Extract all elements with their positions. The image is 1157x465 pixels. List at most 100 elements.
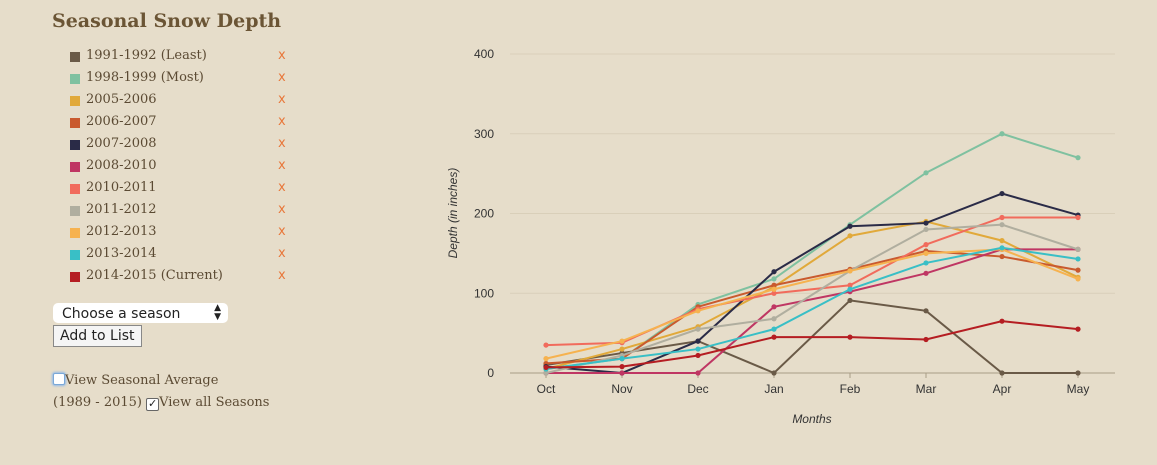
- legend-item: 2011-2012 x: [68, 199, 298, 221]
- remove-season-button[interactable]: x: [278, 92, 286, 107]
- x-tick-label: Nov: [611, 382, 632, 396]
- data-point: [771, 286, 777, 292]
- chart-series: [543, 131, 1081, 376]
- legend-item: 1998-1999 (Most) x: [68, 67, 298, 89]
- data-point: [619, 346, 625, 352]
- series-line: [545, 223, 1079, 374]
- remove-season-button[interactable]: x: [278, 268, 286, 283]
- data-point: [771, 304, 777, 310]
- data-point: [695, 370, 701, 376]
- y-tick-label: 400: [474, 47, 494, 61]
- data-point: [923, 308, 929, 314]
- data-point: [1075, 326, 1081, 332]
- data-point: [847, 268, 853, 274]
- remove-season-button[interactable]: x: [278, 202, 286, 217]
- legend-item: 2006-2007 x: [68, 111, 298, 133]
- legend-item: 2014-2015 (Current) x: [68, 265, 298, 287]
- legend-item: 2005-2006 x: [68, 89, 298, 111]
- data-point: [923, 226, 929, 233]
- x-tick-label: Mar: [916, 382, 937, 396]
- y-tick-label: 100: [474, 286, 494, 300]
- legend-swatch: [70, 184, 80, 194]
- page-title: Seasonal Snow Depth: [52, 10, 282, 32]
- data-point: [1075, 256, 1081, 262]
- legend-swatch: [70, 118, 80, 128]
- data-point: [923, 260, 929, 266]
- legend-swatch: [70, 228, 80, 238]
- legend-item: 2013-2014 x: [68, 243, 298, 265]
- x-axis-title: Months: [792, 412, 831, 426]
- remove-season-button[interactable]: x: [278, 224, 286, 239]
- data-point: [771, 316, 777, 322]
- all-seasons-label: View all Seasons: [159, 395, 270, 410]
- remove-season-button[interactable]: x: [278, 70, 286, 85]
- data-point: [923, 242, 929, 248]
- data-point: [771, 370, 777, 376]
- data-point: [999, 318, 1005, 324]
- data-point: [771, 282, 777, 288]
- legend-label: 2011-2012: [86, 202, 157, 217]
- legend-label: 2014-2015 (Current): [86, 268, 223, 283]
- data-point: [923, 336, 929, 343]
- legend-swatch: [70, 272, 80, 282]
- data-point: [619, 364, 625, 370]
- data-point: [1075, 267, 1081, 273]
- series-line: [545, 248, 1079, 360]
- series-line: [545, 220, 1079, 370]
- remove-season-button[interactable]: x: [278, 136, 286, 151]
- data-point: [771, 269, 777, 275]
- legend-swatch: [70, 162, 80, 172]
- legend-swatch: [70, 140, 80, 150]
- x-tick-label: Jan: [764, 382, 783, 396]
- data-point: [695, 326, 701, 332]
- remove-season-button[interactable]: x: [278, 114, 286, 129]
- data-point: [847, 282, 853, 288]
- x-tick-label: May: [1067, 382, 1090, 396]
- add-to-list-button[interactable]: Add to List: [53, 325, 142, 347]
- legend-label: 2010-2011: [86, 180, 157, 195]
- all-seasons-row: (1989 - 2015) ✓ View all Seasons: [53, 394, 269, 412]
- legend-label: 1991-1992 (Least): [86, 48, 207, 63]
- y-tick-label: 0: [487, 366, 494, 380]
- legend-item: 1991-1992 (Least) x: [68, 45, 298, 67]
- data-point: [847, 297, 853, 304]
- data-point: [923, 270, 929, 276]
- y-tick-label: 200: [474, 207, 494, 221]
- remove-season-button[interactable]: x: [278, 180, 286, 195]
- seasonal-average-checkbox[interactable]: [53, 373, 65, 385]
- series-group: [543, 245, 1081, 372]
- y-axis-ticks: 0 100 200 300 400: [474, 47, 494, 380]
- legend-item: 2007-2008 x: [68, 133, 298, 155]
- select-arrows-icon: ▲ ▼: [214, 303, 221, 322]
- data-point: [543, 364, 549, 371]
- seasonal-average-label: View Seasonal Average: [65, 373, 219, 388]
- remove-season-button[interactable]: x: [278, 48, 286, 63]
- data-point: [695, 346, 701, 352]
- legend-label: 1998-1999 (Most): [86, 70, 204, 85]
- all-seasons-checkbox[interactable]: ✓: [146, 397, 160, 411]
- remove-season-button[interactable]: x: [278, 158, 286, 173]
- data-point: [771, 334, 777, 340]
- x-axis-ticks: Oct Nov Dec Jan Feb Mar Apr May: [537, 373, 1090, 396]
- series-line: [545, 216, 1078, 347]
- series-line: [545, 249, 1079, 365]
- legend-label: 2012-2013: [86, 224, 157, 239]
- data-point: [999, 253, 1005, 260]
- data-point: [543, 356, 549, 362]
- data-point: [999, 222, 1005, 228]
- data-point: [999, 370, 1005, 376]
- season-select[interactable]: Choose a season ▲ ▼: [53, 303, 228, 323]
- legend-label: 2007-2008: [86, 136, 157, 151]
- data-point: [1075, 246, 1081, 252]
- series-line: [545, 246, 1079, 371]
- data-point: [999, 238, 1005, 244]
- data-point: [847, 233, 853, 239]
- legend-item: 2012-2013 x: [68, 221, 298, 243]
- data-point: [771, 290, 777, 296]
- data-point: [695, 308, 701, 314]
- legend-label: 2008-2010: [86, 158, 157, 173]
- remove-season-button[interactable]: x: [278, 246, 286, 261]
- data-point: [1075, 155, 1081, 161]
- data-point: [923, 250, 929, 256]
- data-point: [999, 214, 1005, 221]
